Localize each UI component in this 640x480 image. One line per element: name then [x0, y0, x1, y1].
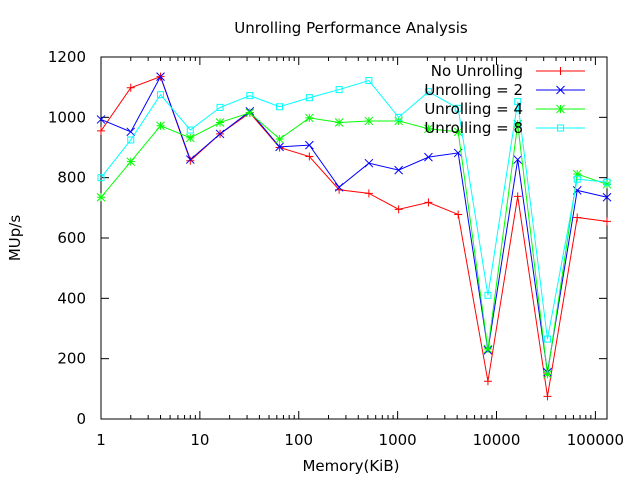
data-point: [424, 88, 432, 96]
data-point: [602, 179, 612, 189]
data-point: [364, 158, 374, 168]
data-point: [394, 205, 403, 214]
y-axis-label: MUp/s: [6, 215, 24, 261]
data-point: [186, 126, 194, 134]
data-point: [126, 157, 136, 167]
legend-label: Unrolling = 2: [424, 81, 523, 99]
y-tick-label: 200: [57, 350, 86, 368]
y-tick-label: 600: [57, 229, 86, 247]
data-point: [185, 133, 195, 143]
series-layer: [96, 72, 612, 401]
series-2: [96, 72, 612, 377]
data-point: [156, 121, 165, 131]
x-tick-label: 10: [190, 431, 209, 449]
series-line: [100, 75, 608, 373]
data-point: [97, 126, 105, 135]
legend-marker: [557, 124, 564, 132]
series-line: [100, 79, 608, 340]
data-point: [245, 108, 255, 118]
y-tick-label: 1200: [48, 48, 86, 66]
x-axis-label: Memory(KiB): [302, 457, 399, 475]
data-point: [394, 165, 404, 175]
data-point: [513, 192, 522, 201]
data-point: [275, 142, 284, 152]
legend-marker: [556, 104, 565, 114]
data-point: [216, 103, 224, 111]
legend-marker: [556, 85, 565, 95]
legend-label: Unrolling = 4: [424, 100, 523, 118]
data-point: [96, 115, 106, 124]
data-point: [304, 113, 314, 123]
data-point: [157, 91, 165, 99]
data-point: [185, 155, 195, 164]
data-point: [602, 192, 612, 202]
data-point: [335, 86, 343, 94]
data-point: [395, 113, 403, 121]
data-point: [127, 136, 135, 144]
data-point: [364, 189, 373, 198]
x-tick-label: 100: [284, 431, 313, 449]
data-point: [246, 92, 254, 100]
x-tick-label: 10000: [473, 431, 521, 449]
data-point: [156, 72, 165, 81]
data-point: [573, 175, 581, 183]
data-point: [126, 83, 135, 92]
legend-label: No Unrolling: [431, 62, 523, 80]
data-point: [543, 369, 552, 379]
data-point: [424, 152, 433, 162]
y-tick-label: 0: [76, 410, 86, 428]
x-tick-label: 1000: [379, 431, 417, 449]
data-point: [215, 118, 225, 127]
axis-ticks: 0 200 400 600 800 1000 1200 1 10 100 1000 10000 1000…: [48, 48, 624, 449]
x-tick-label: 1: [96, 431, 106, 449]
series-4: [97, 77, 611, 343]
data-point: [573, 213, 582, 222]
data-point: [543, 335, 551, 343]
x-tick-label: 100000: [567, 431, 624, 449]
data-point: [305, 152, 314, 161]
data-point: [424, 198, 433, 207]
data-point: [304, 140, 314, 150]
data-point: [513, 119, 523, 129]
series-3: [96, 108, 612, 379]
data-point: [215, 129, 225, 139]
data-point: [96, 192, 106, 202]
data-point: [484, 291, 492, 299]
data-point: [454, 210, 463, 219]
data-point: [364, 116, 374, 126]
y-tick-label: 1000: [48, 108, 86, 126]
data-point: [424, 124, 433, 134]
series-line: [100, 112, 608, 375]
data-point: [514, 98, 522, 106]
y-tick-label: 800: [57, 169, 86, 187]
data-point: [365, 77, 373, 85]
data-point: [334, 182, 344, 192]
data-point: [453, 127, 463, 137]
data-point: [603, 217, 611, 226]
y-tick-label: 400: [57, 289, 86, 307]
data-point: [275, 134, 284, 144]
legend-marker: [556, 67, 565, 75]
data-point: [603, 178, 611, 186]
data-point: [276, 103, 284, 111]
data-point: [513, 155, 523, 164]
data-point: [483, 377, 492, 386]
data-point: [394, 116, 404, 126]
legend-label: Unrolling = 8: [424, 119, 523, 137]
data-point: [126, 127, 136, 137]
data-point: [572, 169, 582, 179]
data-point: [334, 118, 344, 127]
data-point: [543, 392, 552, 401]
data-point: [454, 104, 462, 112]
data-point: [305, 94, 313, 102]
data-point: [97, 174, 105, 182]
chart-title: Unrolling Performance Analysis: [234, 19, 468, 37]
data-point: [483, 344, 493, 354]
